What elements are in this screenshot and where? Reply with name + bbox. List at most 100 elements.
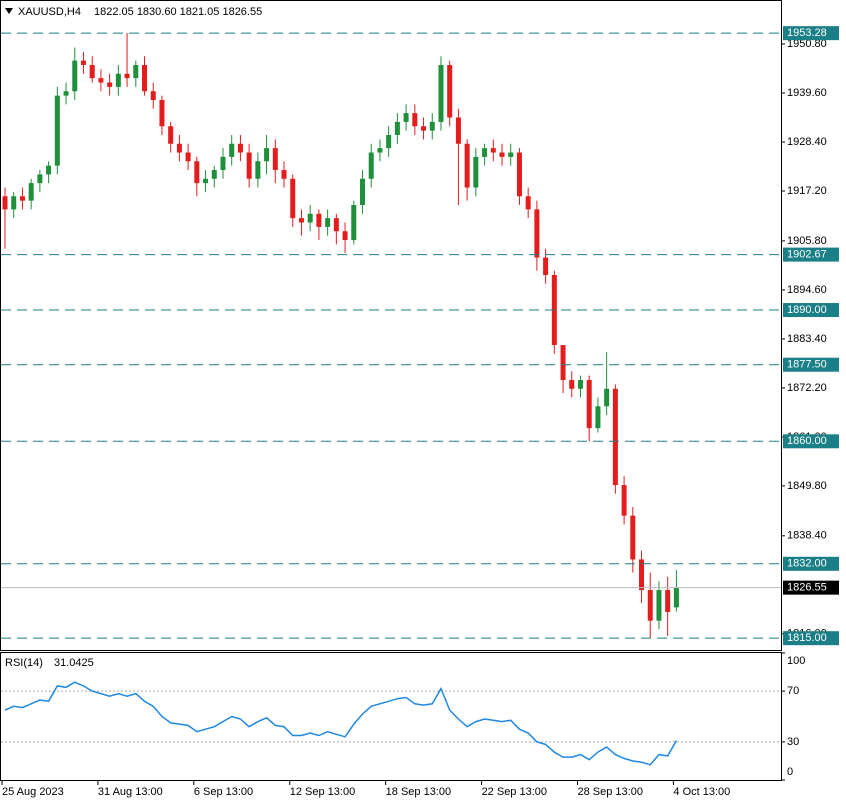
candle-body — [80, 60, 86, 66]
candle-body — [272, 148, 278, 171]
candle-body — [516, 152, 522, 197]
candle-body — [438, 65, 444, 122]
candle-body — [203, 178, 209, 184]
candle-body — [429, 121, 435, 131]
candle-body — [63, 91, 69, 96]
x-tick-label: 18 Sep 13:00 — [386, 786, 451, 798]
x-tick-label: 22 Sep 13:00 — [482, 786, 547, 798]
candle-body — [595, 406, 601, 429]
candle-body — [673, 587, 679, 608]
y-tick-label: 1883.40 — [787, 333, 827, 345]
y-tick-label: 1905.80 — [787, 235, 827, 247]
level-label: 1953.28 — [787, 27, 827, 39]
candle-body — [255, 161, 261, 179]
candle-body — [28, 183, 34, 201]
y-tick-label: 1872.20 — [787, 382, 827, 394]
level-label: 1890.00 — [787, 304, 827, 316]
candle-body — [142, 65, 148, 92]
level-label: 1902.67 — [787, 248, 827, 260]
x-tick-label: 4 Oct 13:00 — [673, 786, 730, 798]
candle-body — [394, 121, 400, 136]
rsi-current: 31.0425 — [54, 657, 94, 669]
candle-body — [185, 152, 191, 162]
rsi-line — [4, 681, 678, 766]
candle-body — [560, 345, 566, 381]
candle-body — [351, 205, 357, 241]
candle-body — [11, 196, 17, 210]
candle-body — [508, 152, 514, 157]
y-tick-label: 1838.40 — [787, 530, 827, 542]
candle-body — [499, 152, 505, 157]
candle-body — [246, 152, 252, 179]
candle-body — [447, 65, 453, 118]
candle-body — [316, 213, 322, 227]
candle-body — [630, 515, 636, 560]
x-tick-label: 31 Aug 13:00 — [98, 786, 163, 798]
y-tick-label: 30 — [787, 736, 799, 748]
candle-body — [89, 65, 95, 79]
y-tick-label: 1917.20 — [787, 185, 827, 197]
level-label-bg — [783, 247, 839, 262]
candle-body — [464, 143, 470, 188]
candle-body — [482, 148, 488, 157]
candle-body — [377, 148, 383, 153]
candle-body — [98, 78, 104, 83]
menu-triangle[interactable] — [5, 8, 13, 14]
candle-body — [525, 196, 531, 210]
candle-body — [333, 218, 339, 232]
candle-body — [665, 590, 671, 612]
y-tick-label: 70 — [787, 685, 799, 697]
candle-body — [176, 143, 182, 153]
candle-body — [264, 148, 270, 162]
candle-body — [159, 100, 165, 127]
x-tick-label: 6 Sep 13:00 — [194, 786, 253, 798]
level-label-bg — [783, 434, 839, 449]
current-price-label: 1826.55 — [787, 582, 827, 594]
price-panel — [0, 0, 782, 651]
candle-body — [124, 73, 130, 79]
candle-body — [168, 126, 174, 144]
candle-body — [211, 170, 217, 179]
candle-body — [229, 143, 235, 157]
candle-body — [237, 143, 243, 153]
y-tick-label: 0 — [787, 766, 793, 778]
y-tick-label: 1849.80 — [787, 480, 827, 492]
candle-body — [604, 388, 610, 407]
candle-body — [37, 174, 43, 184]
candle-body — [46, 165, 52, 175]
candle-body — [220, 156, 226, 171]
level-label-bg — [783, 556, 839, 571]
candle-body — [586, 380, 592, 429]
candle-body — [490, 148, 496, 153]
candle-body — [290, 178, 296, 219]
candle-body — [421, 126, 427, 131]
ohlc-label: 1822.05 1830.60 1821.05 1826.55 — [94, 6, 262, 18]
candle-body — [368, 152, 374, 179]
level-label-bg — [783, 303, 839, 318]
y-tick-label: 1939.60 — [787, 87, 827, 99]
candle-body — [543, 257, 549, 276]
y-tick-label: 1950.80 — [787, 38, 827, 50]
y-tick-label: 1894.60 — [787, 284, 827, 296]
candle-body — [133, 65, 139, 79]
candle-body — [2, 196, 8, 210]
candle-body — [656, 590, 662, 621]
candle-body — [194, 161, 200, 184]
candle-body — [534, 209, 540, 258]
candle-body — [307, 213, 313, 223]
level-label: 1860.00 — [787, 435, 827, 447]
candle-body — [298, 218, 304, 223]
candle-body — [569, 380, 575, 389]
level-label-bg — [783, 631, 839, 646]
level-label: 1815.00 — [787, 632, 827, 644]
candle-body — [612, 388, 618, 486]
candle-body — [72, 60, 78, 92]
level-label: 1877.50 — [787, 359, 827, 371]
candle-body — [325, 218, 331, 227]
candle-body — [647, 590, 653, 621]
x-tick-label: 28 Sep 13:00 — [577, 786, 642, 798]
candle-body — [54, 95, 60, 166]
level-label-bg — [783, 357, 839, 372]
candle-body — [115, 73, 121, 87]
